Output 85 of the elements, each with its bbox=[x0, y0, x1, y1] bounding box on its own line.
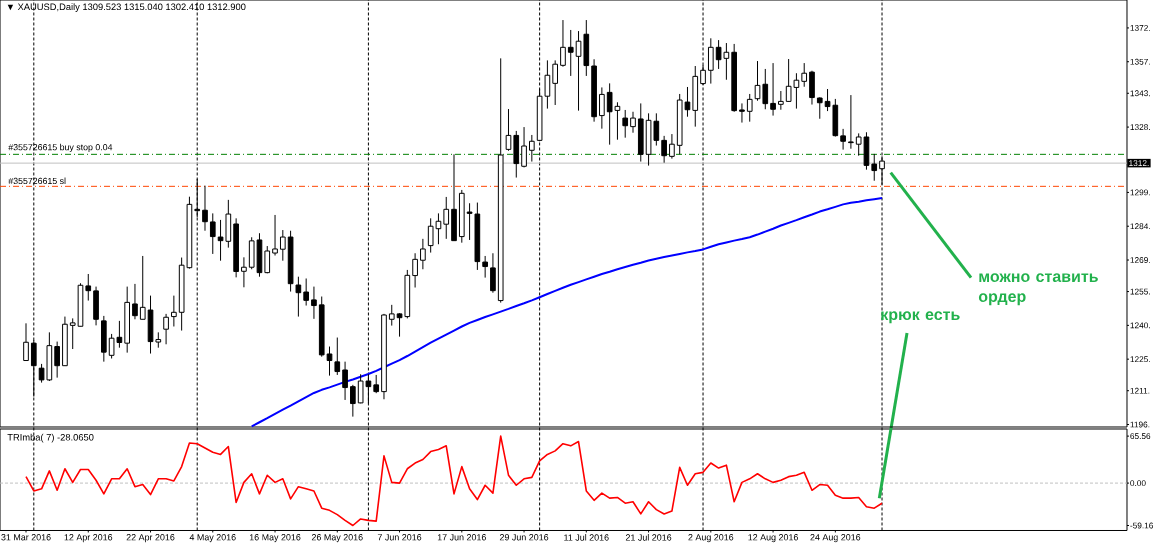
candlestick bbox=[23, 322, 29, 362]
candlestick bbox=[762, 68, 769, 110]
candlestick bbox=[622, 109, 629, 139]
x-tick-label: 2 Aug 2016 bbox=[688, 534, 734, 543]
candlestick bbox=[840, 128, 846, 151]
x-tick-label: 17 Jun 2016 bbox=[437, 534, 486, 541]
candlestick bbox=[599, 86, 605, 130]
candlestick bbox=[848, 94, 854, 150]
ref-line-label: #355726615 buy stop 0.04 bbox=[8, 143, 113, 153]
candlestick bbox=[334, 337, 341, 376]
x-tick-label: 12 Apr 2016 bbox=[64, 534, 113, 543]
y-tick-label: 1328. bbox=[1130, 124, 1150, 131]
candlestick bbox=[482, 255, 488, 279]
text: можно ставить ордер bbox=[978, 273, 1098, 306]
y-tick-label: 1284. bbox=[1130, 223, 1150, 230]
candlestick bbox=[272, 214, 278, 257]
candlestick bbox=[388, 304, 395, 327]
x-tick-label: 11 Jul 2016 bbox=[564, 534, 609, 541]
x-tick-label: 7 Jun 2016 bbox=[377, 534, 422, 541]
candlestick bbox=[373, 374, 380, 394]
candlestick bbox=[490, 252, 496, 294]
candlestick bbox=[560, 19, 566, 68]
candlestick bbox=[350, 384, 356, 418]
candlestick bbox=[303, 277, 309, 307]
ref-line-label: 1312. bbox=[1129, 160, 1149, 167]
y-tick-label: 1225. bbox=[1130, 356, 1150, 363]
ref-line-label: #355726615 sl bbox=[8, 177, 66, 185]
x-tick-label: 4 May 2016 bbox=[189, 534, 236, 543]
candlestick bbox=[801, 62, 808, 88]
chart-title: TRImba( 7) -28.0650 bbox=[7, 433, 94, 443]
x-tick-label: 21 Jul 2016 bbox=[625, 534, 672, 541]
x-tick-label: 16 May 2016 bbox=[249, 534, 301, 543]
candlestick bbox=[707, 37, 714, 85]
y-tick-label: 1255. bbox=[1130, 288, 1150, 295]
candlestick bbox=[69, 317, 76, 350]
candlestick bbox=[311, 286, 317, 320]
y-tick-label: 1357. bbox=[1130, 58, 1150, 65]
candlestick bbox=[295, 276, 302, 318]
candlestick bbox=[132, 283, 138, 320]
y-tick-label: 1343. bbox=[1130, 90, 1150, 97]
candlestick bbox=[739, 102, 745, 124]
candlestick bbox=[163, 313, 169, 345]
x-tick-label: 22 Apr 2016 bbox=[126, 534, 175, 543]
candlestick bbox=[342, 361, 348, 401]
y-tick-label: 1269. bbox=[1130, 257, 1150, 263]
y-tick-label: 1196. bbox=[1130, 421, 1150, 428]
x-tick-label: 12 Aug 2016 bbox=[748, 534, 798, 543]
x-tick-label: 29 Jun 2016 bbox=[499, 534, 549, 541]
y-tick-label: -59.16 bbox=[1130, 522, 1153, 529]
x-tick-label: 24 Aug 2016 bbox=[810, 534, 861, 543]
y-tick-label: 1372. bbox=[1130, 25, 1150, 31]
candlestick bbox=[529, 134, 535, 163]
chart-title: ▼ XAUUSD,Daily 1309.523 1315.040 1302.410 1312.900 bbox=[7, 3, 246, 12]
candlestick bbox=[264, 245, 271, 274]
candlestick bbox=[202, 185, 208, 232]
candlestick bbox=[552, 59, 559, 106]
y-tick-label: 1211. bbox=[1130, 387, 1150, 394]
candlestick bbox=[85, 273, 92, 302]
candlestick bbox=[871, 153, 878, 182]
candlestick bbox=[661, 135, 667, 164]
candlestick bbox=[209, 212, 216, 255]
candlestick bbox=[279, 229, 286, 262]
y-tick-label: 0.00 bbox=[1130, 480, 1146, 487]
candlestick bbox=[778, 90, 784, 111]
candlestick bbox=[443, 196, 450, 240]
candlestick bbox=[816, 96, 823, 120]
candlestick bbox=[630, 111, 636, 134]
candlestick bbox=[567, 29, 574, 77]
candlestick bbox=[241, 256, 247, 288]
candlestick bbox=[770, 62, 776, 117]
candlestick bbox=[669, 133, 675, 160]
x-tick-label: 26 May 2016 bbox=[311, 534, 363, 543]
y-tick-label: 1299. bbox=[1130, 189, 1150, 196]
candlestick bbox=[412, 252, 418, 289]
candlestick bbox=[420, 238, 426, 270]
x-tick-label: 31 Mar 2016 bbox=[1, 534, 51, 541]
y-tick-label: 1240. bbox=[1130, 322, 1150, 329]
annotation: крюк есть bbox=[881, 311, 960, 324]
candlestick bbox=[521, 126, 527, 168]
candlestick bbox=[326, 346, 333, 377]
candlestick bbox=[139, 255, 146, 320]
y-tick-label: 65.56 bbox=[1130, 433, 1151, 440]
candlestick bbox=[171, 295, 177, 327]
candlestick bbox=[746, 93, 753, 123]
candlestick bbox=[54, 341, 60, 379]
